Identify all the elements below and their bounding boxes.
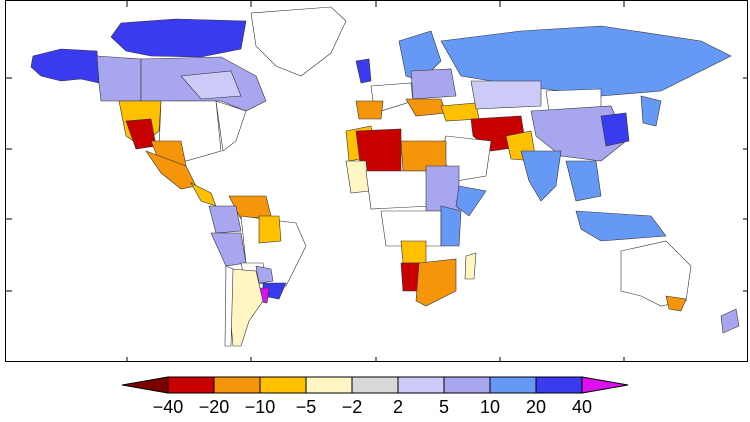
graticule-ticks <box>6 1 747 361</box>
colorbar-legend: −40 −20 −10 −5 −2 2 5 10 20 40 <box>121 376 629 417</box>
region-chile <box>224 265 234 347</box>
region-eastern-europe <box>410 68 457 100</box>
country-regions <box>30 6 740 347</box>
region-australia-se <box>665 295 687 312</box>
colorbar-cell <box>489 376 537 394</box>
region-canada-arctic <box>110 18 247 58</box>
colorbar-tick-label: 10 <box>480 397 500 417</box>
region-greenland <box>250 6 347 77</box>
region-balkans <box>405 98 447 117</box>
region-turkey <box>440 102 480 122</box>
region-angola <box>400 240 427 264</box>
region-india <box>520 150 562 202</box>
colorbar-labels: −40 −20 −10 −5 −2 2 5 10 20 40 <box>153 397 592 417</box>
region-east-china <box>600 112 630 147</box>
region-colombia <box>208 205 242 234</box>
colorbar-tick-label: −20 <box>199 397 230 417</box>
region-new-zealand <box>720 308 740 334</box>
region-se-asia <box>565 160 602 202</box>
region-horn <box>455 185 487 217</box>
region-usa-sw <box>125 118 157 150</box>
region-brazil-north <box>258 215 282 244</box>
colorbar-tick-label: −2 <box>342 397 363 417</box>
colorbar-cell <box>443 376 491 394</box>
region-central-america <box>190 182 217 207</box>
region-east-africa <box>440 205 462 247</box>
colorbar-cell <box>213 376 261 394</box>
colorbar-tick-label: 5 <box>439 397 449 417</box>
region-indonesia <box>575 210 667 242</box>
colorbar-tick-label: −10 <box>245 397 276 417</box>
colorbar-arrow-low <box>121 376 169 394</box>
region-peru <box>210 232 247 267</box>
region-sahel <box>365 170 432 210</box>
colorbar-cell <box>351 376 399 394</box>
region-alaska <box>30 48 100 84</box>
world-map <box>5 0 748 362</box>
colorbar-cell <box>397 376 445 394</box>
region-canada-north <box>180 70 242 100</box>
region-kazakhstan <box>470 80 542 110</box>
region-iberia <box>355 100 384 120</box>
colorbar-tick-label: 20 <box>526 397 546 417</box>
region-southern-africa <box>415 258 457 307</box>
region-australia <box>620 240 692 307</box>
region-mexico <box>145 150 197 190</box>
map-canvas <box>6 1 747 361</box>
colorbar-tick-label: 40 <box>572 397 592 417</box>
region-argentina <box>228 268 264 347</box>
region-paraguay <box>255 265 274 284</box>
region-madagascar <box>464 252 477 280</box>
colorbar-tick-label: 2 <box>393 397 403 417</box>
colorbar-cells <box>121 376 629 394</box>
region-west-africa <box>345 160 370 194</box>
colorbar-arrow-high <box>581 376 629 394</box>
region-japan <box>640 95 662 127</box>
colorbar-cell <box>167 376 215 394</box>
region-usa-east <box>215 100 247 152</box>
colorbar-cell <box>259 376 307 394</box>
region-uk <box>355 58 372 84</box>
colorbar-tick-label: −40 <box>153 397 184 417</box>
region-canada-west <box>96 55 142 102</box>
colorbar-cell <box>535 376 583 394</box>
colorbar-cell <box>305 376 353 394</box>
colorbar-tick-label: −5 <box>296 397 317 417</box>
region-sudan <box>425 165 460 212</box>
